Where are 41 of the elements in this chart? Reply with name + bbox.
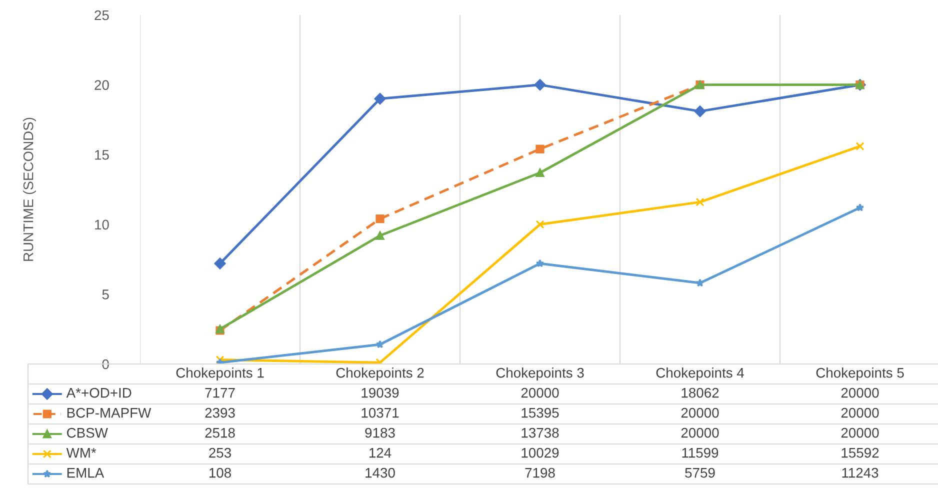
- category-label: Chokepoints 5: [816, 368, 904, 380]
- legend-label: A*+OD+ID: [66, 388, 132, 398]
- data-label: 124: [369, 448, 392, 458]
- category-label: Chokepoints 4: [656, 368, 744, 380]
- data-label: 253: [209, 448, 231, 458]
- legend-label: WM*: [66, 448, 96, 458]
- y-axis-title: RUNTIME (SECONDS): [23, 118, 36, 261]
- data-label: 19039: [362, 388, 399, 398]
- legend-label: EMLA: [67, 468, 104, 478]
- category-label: Chokepoints 3: [496, 368, 584, 380]
- data-label: 10371: [362, 408, 399, 418]
- data-label: 15395: [522, 408, 559, 418]
- category-label: Chokepoints 1: [176, 368, 264, 380]
- data-label: 20000: [841, 428, 879, 438]
- legend-label: CBSW: [67, 428, 108, 438]
- data-label: 15592: [842, 448, 879, 458]
- data-label: 11243: [842, 468, 878, 478]
- data-label: 9183: [365, 428, 395, 438]
- data-label: 11599: [682, 448, 718, 458]
- data-label: 108: [209, 468, 231, 478]
- data-label: 20000: [521, 388, 559, 398]
- data-label: 20000: [681, 428, 719, 438]
- data-label: 10029: [522, 448, 559, 458]
- y-tick-label: 25: [94, 10, 109, 20]
- y-tick-label: 20: [94, 80, 109, 90]
- data-label: 7198: [525, 468, 555, 478]
- y-tick-label: 5: [102, 290, 109, 300]
- category-label: Chokepoints 2: [336, 368, 424, 380]
- data-label: 2393: [205, 408, 235, 418]
- legend-label: BCP-MAPFW: [67, 408, 152, 418]
- y-tick-label: 15: [95, 150, 109, 160]
- data-label: 13738: [522, 428, 559, 438]
- data-label: 20000: [841, 388, 879, 398]
- data-label: 20000: [841, 408, 879, 418]
- data-label: 5759: [685, 468, 715, 478]
- y-tick-label: 10: [95, 220, 109, 230]
- data-label: 1430: [366, 468, 395, 478]
- data-label: 20000: [681, 408, 719, 418]
- data-label: 18062: [682, 388, 719, 398]
- data-label: 2518: [205, 428, 235, 438]
- data-label: 7177: [205, 388, 235, 398]
